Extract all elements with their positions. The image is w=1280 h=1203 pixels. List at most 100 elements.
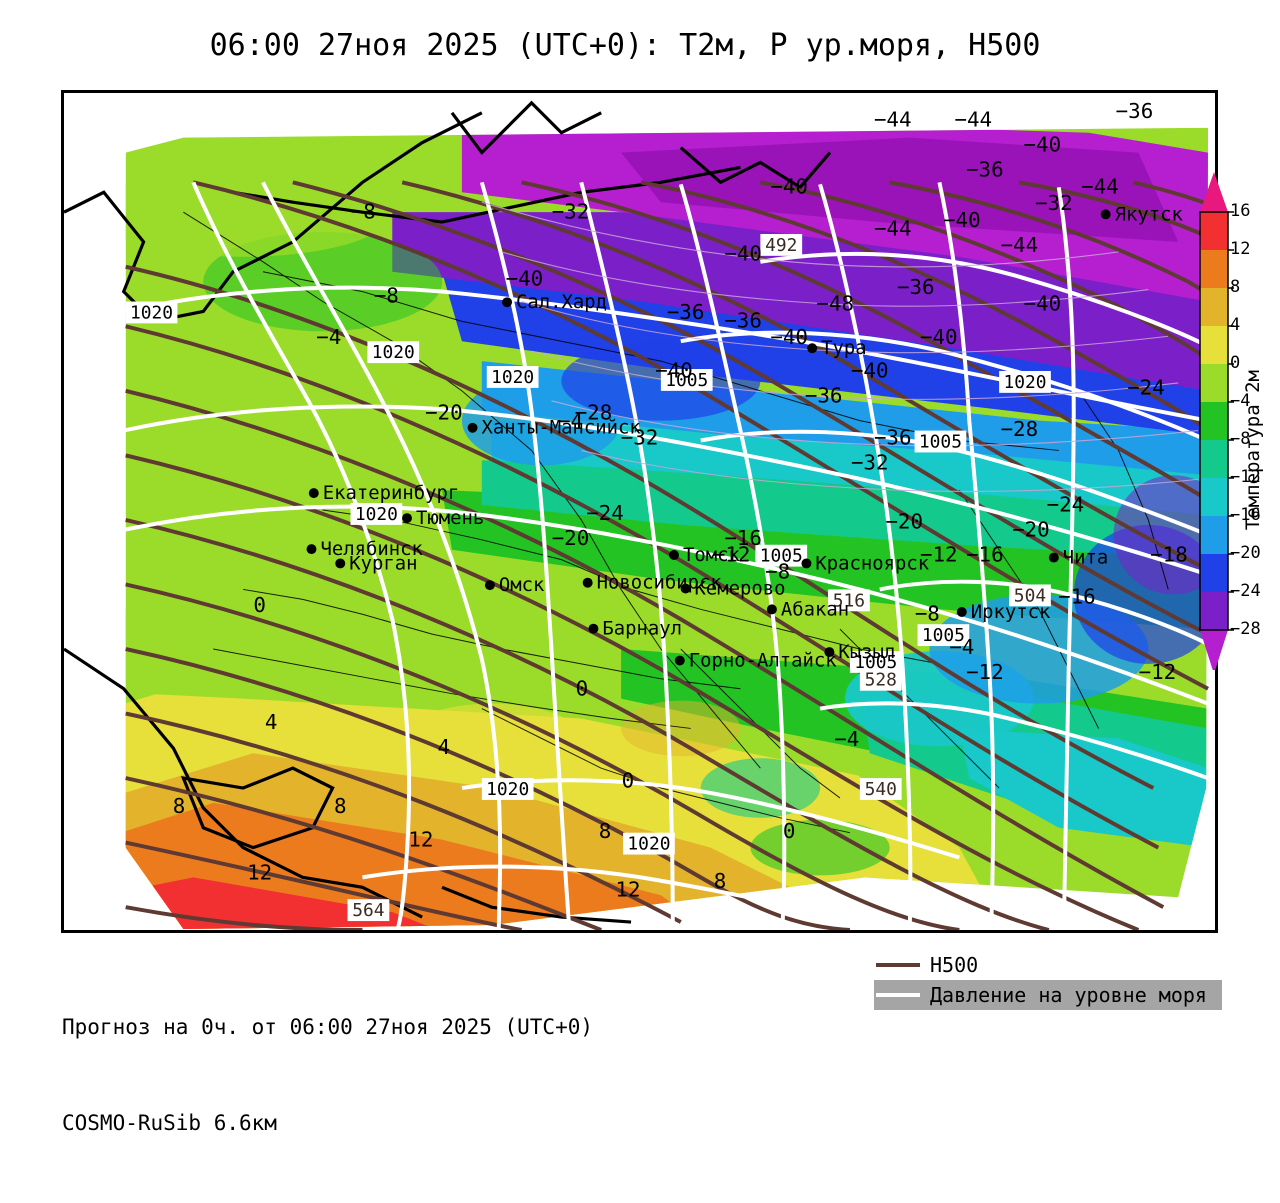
- temperature-label: −12: [1139, 660, 1177, 684]
- forecast-caption-line2: COSMO-RuSib 6.6км: [62, 1111, 277, 1135]
- svg-text:−32: −32: [621, 426, 659, 450]
- colorbar-axis-label: Температура 2м: [1242, 370, 1264, 531]
- temperature-label: −28: [575, 400, 613, 424]
- temperature-label: 4: [438, 735, 451, 759]
- city-marker[interactable]: Горно-Алтайск: [674, 650, 837, 672]
- temperature-label: −24: [1047, 493, 1085, 517]
- temperature-label: −20: [425, 400, 463, 424]
- svg-text:−40: −40: [851, 359, 889, 383]
- city-dot-icon: [484, 580, 495, 591]
- legend-swatch-mslp: [876, 993, 920, 997]
- temperature-label: −36: [805, 384, 843, 408]
- city-dot-icon: [588, 623, 599, 634]
- svg-text:−36: −36: [724, 308, 762, 332]
- city-marker[interactable]: Курган: [335, 552, 417, 574]
- legend-label-mslp: Давление на уровне моря: [930, 983, 1207, 1007]
- svg-text:−28: −28: [1000, 417, 1038, 441]
- temperature-label: −40: [1023, 292, 1061, 316]
- svg-text:0: 0: [576, 677, 589, 701]
- svg-text:1005: 1005: [854, 652, 897, 673]
- colorbar-band: [1200, 402, 1228, 440]
- city-marker[interactable]: Красноярск: [801, 552, 930, 574]
- city-label: Томск: [683, 544, 741, 566]
- city-marker[interactable]: Барнаул: [588, 618, 682, 640]
- temperature-label: −40: [770, 325, 808, 349]
- colorbar-tick-label: −24: [1230, 581, 1261, 601]
- city-marker[interactable]: Тюмень: [402, 507, 484, 529]
- city-marker[interactable]: Якутск: [1100, 203, 1184, 225]
- svg-text:−12: −12: [713, 543, 751, 567]
- city-marker[interactable]: Челябинск: [306, 538, 424, 560]
- svg-text:0: 0: [622, 769, 635, 793]
- svg-text:−4: −4: [558, 409, 583, 433]
- city-marker[interactable]: Томск: [669, 544, 740, 566]
- city-marker[interactable]: Тура: [807, 337, 867, 359]
- city-dot-icon: [1048, 552, 1059, 563]
- city-marker[interactable]: Кызыл: [824, 641, 895, 663]
- temperature-label: 0: [253, 593, 266, 617]
- city-marker[interactable]: Новосибирск: [582, 572, 723, 594]
- city-label: Абакан: [781, 598, 849, 620]
- colorbar-band: [1200, 554, 1228, 592]
- temperature-label: −20: [885, 509, 923, 533]
- colorbar-band: [1200, 516, 1228, 554]
- temperature-label: −16: [966, 543, 1004, 567]
- colorbar-tick-label: −20: [1230, 543, 1261, 563]
- city-label: Омск: [499, 574, 545, 596]
- city-marker[interactable]: Иркутск: [956, 601, 1051, 623]
- temperature-label: 8: [714, 869, 727, 893]
- city-marker[interactable]: Омск: [484, 574, 545, 596]
- temperature-label: 12: [615, 878, 640, 902]
- svg-text:−32: −32: [552, 200, 590, 224]
- svg-text:−8: −8: [351, 200, 376, 224]
- city-marker[interactable]: Кемерово: [680, 578, 786, 600]
- fine-isotherms: [481, 201, 1209, 492]
- city-marker[interactable]: Ханты-Мансийск: [467, 417, 642, 439]
- temperature-label: −36: [667, 300, 705, 324]
- svg-text:−36: −36: [805, 384, 843, 408]
- svg-text:528: 528: [865, 670, 897, 691]
- city-dot-icon: [766, 604, 777, 615]
- city-marker[interactable]: Сал.Хард: [502, 291, 607, 313]
- svg-text:−12: −12: [920, 543, 958, 567]
- temperature-label: −8: [351, 200, 376, 224]
- map-frame[interactable]: 1020 1020 1020 1020 1020 1005 1005 1005 …: [61, 90, 1218, 933]
- temperature-label: −36: [966, 158, 1004, 182]
- svg-text:−8: −8: [915, 601, 940, 625]
- city-label: Чита: [1063, 547, 1109, 569]
- svg-text:1020: 1020: [486, 779, 529, 800]
- svg-text:8: 8: [714, 869, 727, 893]
- legend-item-mslp: Давление на уровне моря: [874, 980, 1222, 1010]
- svg-text:1005: 1005: [665, 370, 708, 391]
- temperature-label: 12: [247, 861, 272, 885]
- colorbar-tick-label: 16: [1230, 201, 1251, 221]
- city-marker[interactable]: Абакан: [766, 598, 849, 620]
- temperature-labels: −44 −44 −36−40−36−32−44−40−44 −40−44−40−32−…: [173, 99, 1188, 901]
- svg-text:−16: −16: [966, 543, 1004, 567]
- temperature-label: −44: [874, 107, 912, 131]
- city-label: Барнаул: [602, 618, 682, 640]
- city-dot-icon: [1100, 209, 1111, 220]
- city-marker[interactable]: Екатеринбург: [308, 482, 459, 504]
- svg-text:1020: 1020: [372, 342, 415, 363]
- city-label: Кызыл: [838, 641, 895, 663]
- temperature-label: −40: [851, 359, 889, 383]
- temperature-label: 8: [334, 794, 347, 818]
- svg-text:−48: −48: [816, 292, 854, 316]
- svg-text:8: 8: [599, 819, 612, 843]
- temperature-label: −12: [713, 543, 751, 567]
- temperature-label: −4: [834, 727, 859, 751]
- temperature-label: −4: [316, 325, 341, 349]
- temperature-label: −4: [558, 409, 583, 433]
- svg-text:−32: −32: [851, 451, 889, 475]
- svg-text:−40: −40: [1023, 133, 1061, 157]
- city-marker[interactable]: Чита: [1048, 547, 1109, 569]
- svg-text:−20: −20: [885, 509, 923, 533]
- city-dot-icon: [402, 513, 412, 524]
- svg-text:1005: 1005: [760, 546, 803, 567]
- svg-text:492: 492: [765, 235, 797, 256]
- temperature-label: −20: [552, 526, 590, 550]
- svg-text:−44: −44: [1000, 233, 1038, 257]
- temperature-label: −4: [949, 635, 974, 659]
- svg-text:−40: −40: [655, 359, 693, 383]
